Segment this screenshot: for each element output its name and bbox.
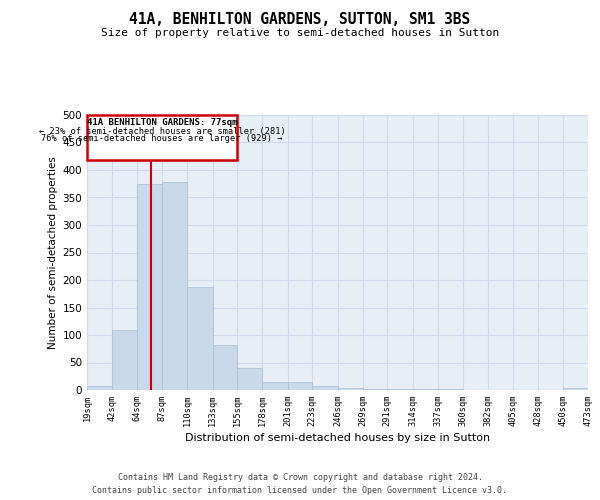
Bar (288, 382, 312, 390)
Text: Contains public sector information licensed under the Open Government Licence v3: Contains public sector information licen… (92, 486, 508, 495)
Bar (213, 345, 237, 390)
FancyBboxPatch shape (87, 115, 237, 160)
Text: 41A BENHILTON GARDENS: 77sqm: 41A BENHILTON GARDENS: 77sqm (87, 118, 237, 128)
Text: ← 23% of semi-detached houses are smaller (281): ← 23% of semi-detached houses are smalle… (38, 126, 286, 136)
Y-axis label: Number of semi-detached properties: Number of semi-detached properties (48, 156, 58, 349)
Text: 76% of semi-detached houses are larger (929) →: 76% of semi-detached houses are larger (… (41, 134, 283, 143)
Bar (187, 286, 213, 390)
Text: Size of property relative to semi-detached houses in Sutton: Size of property relative to semi-detach… (101, 28, 499, 38)
Bar (237, 368, 262, 390)
Bar (337, 388, 363, 390)
Text: 41A, BENHILTON GARDENS, SUTTON, SM1 3BS: 41A, BENHILTON GARDENS, SUTTON, SM1 3BS (130, 12, 470, 28)
Bar (387, 389, 413, 390)
Bar (363, 389, 387, 390)
Bar (137, 184, 162, 390)
Text: Contains HM Land Registry data © Crown copyright and database right 2024.: Contains HM Land Registry data © Crown c… (118, 472, 482, 482)
Bar (312, 386, 338, 390)
Bar (563, 388, 588, 390)
Bar (112, 330, 137, 390)
Bar (162, 182, 187, 390)
Bar (262, 382, 288, 390)
X-axis label: Distribution of semi-detached houses by size in Sutton: Distribution of semi-detached houses by … (185, 434, 490, 444)
Bar (87, 386, 112, 390)
